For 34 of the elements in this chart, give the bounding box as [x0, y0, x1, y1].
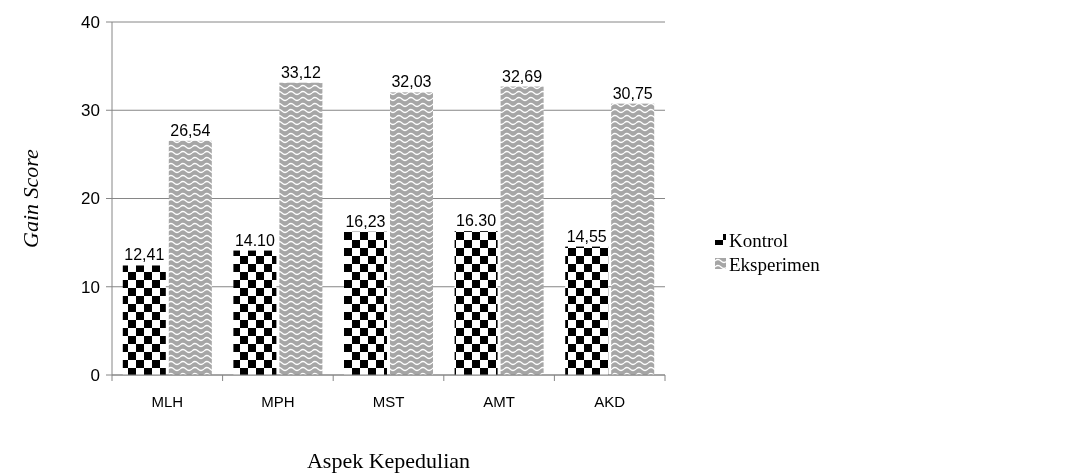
- x-tick-label: MLH: [151, 393, 184, 410]
- y-tick-label: 0: [90, 365, 100, 385]
- x-tick-label: AMT: [483, 393, 515, 410]
- data-label: 33,12: [280, 63, 322, 81]
- y-tick-label: 20: [81, 189, 100, 209]
- bar: [279, 82, 323, 375]
- x-tick-label: MPH: [261, 393, 295, 410]
- data-label: 30,75: [612, 84, 653, 102]
- y-tick-label: 10: [81, 277, 100, 297]
- y-axis-title: Gain Score: [18, 148, 43, 248]
- bar: [565, 246, 609, 375]
- legend-label: Kontrol: [729, 229, 789, 251]
- legend-label: Eksperimen: [729, 253, 821, 275]
- y-tick-label: 30: [81, 101, 100, 121]
- x-axis-title: Aspek Kepedulian: [306, 448, 471, 473]
- bar: [611, 103, 655, 375]
- bar: [344, 231, 387, 375]
- data-label: 16.30: [456, 212, 497, 230]
- bar: [500, 86, 544, 375]
- x-tick-label: AKD: [594, 393, 626, 410]
- bar: [168, 140, 212, 375]
- bar: [122, 265, 166, 375]
- y-tick-label: 40: [81, 12, 100, 32]
- bar: [454, 231, 498, 375]
- data-label: 26,54: [170, 121, 211, 139]
- x-tick-label: MST: [372, 393, 405, 410]
- data-label: 14.10: [234, 231, 276, 249]
- bar: [390, 92, 433, 375]
- bar: [233, 250, 277, 375]
- data-label: 32,69: [502, 67, 543, 85]
- data-label: 32,03: [391, 73, 432, 91]
- data-label: 12,41: [124, 246, 165, 264]
- data-label: 16,23: [345, 212, 386, 230]
- data-label: 14,55: [566, 227, 607, 245]
